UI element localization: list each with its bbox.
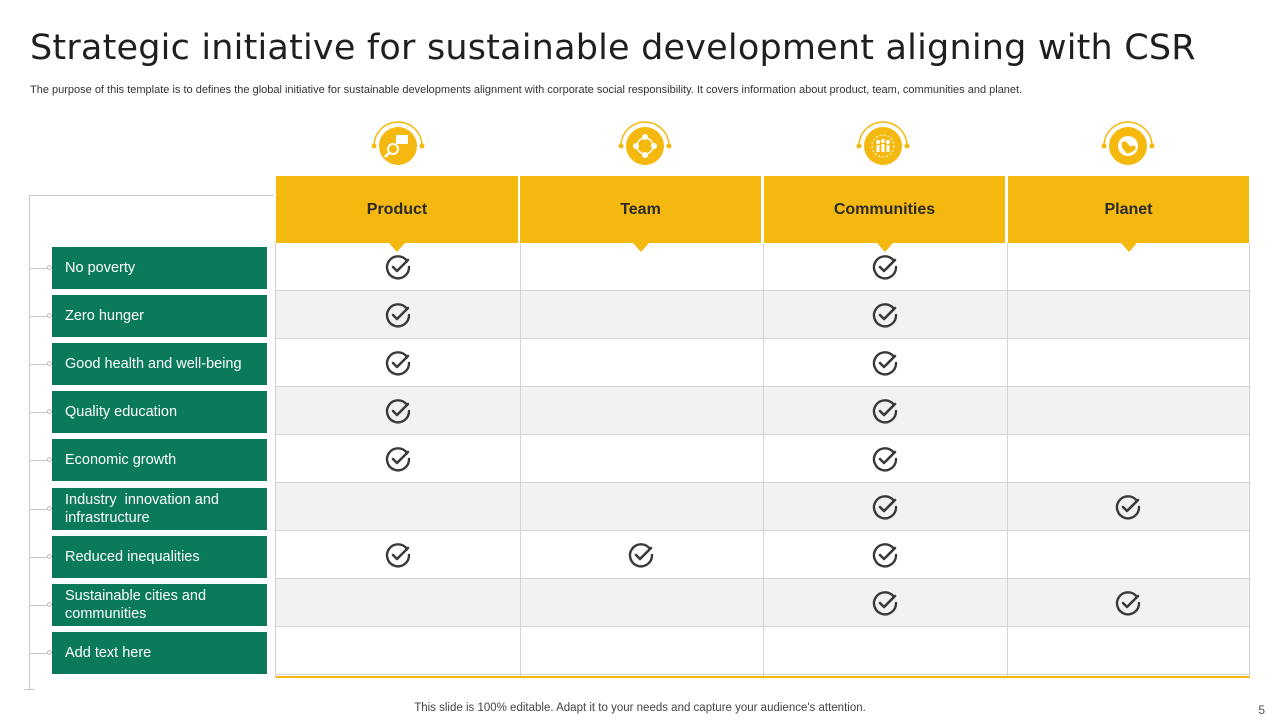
connector-dot bbox=[29, 409, 52, 414]
bracket-end bbox=[24, 689, 35, 690]
check-icon bbox=[385, 303, 410, 328]
check-icon bbox=[385, 543, 410, 568]
header-planet: Planet bbox=[1008, 176, 1249, 252]
globe-icon bbox=[1098, 118, 1158, 170]
header-team: Team bbox=[520, 176, 761, 252]
row-label-text: Sustainable cities and communities bbox=[65, 588, 211, 622]
label-bracket bbox=[29, 195, 274, 689]
page-number: 5 bbox=[1258, 703, 1265, 717]
row-label: Industry innovation and infrastructure bbox=[29, 488, 267, 530]
check-icon bbox=[385, 399, 410, 424]
check-icon bbox=[872, 447, 897, 472]
check-icon bbox=[385, 351, 410, 376]
connector-dot bbox=[29, 457, 52, 462]
row-label: Good health and well-being bbox=[29, 343, 267, 385]
column-divider bbox=[763, 243, 764, 676]
check-icon bbox=[1116, 591, 1141, 616]
check-icon bbox=[629, 543, 654, 568]
row-label-text: Zero hunger bbox=[65, 308, 144, 324]
check-icon bbox=[872, 255, 897, 280]
row-label-text: Industry innovation and infrastructure bbox=[65, 492, 223, 526]
row-label: Add text here bbox=[29, 632, 267, 674]
check-icon bbox=[872, 351, 897, 376]
team-cycle-icon bbox=[615, 118, 675, 170]
page-title: Strategic initiative for sustainable dev… bbox=[30, 28, 1196, 68]
row-label: Sustainable cities and communities bbox=[29, 584, 267, 626]
table-row bbox=[276, 435, 1249, 483]
table-row bbox=[276, 243, 1249, 291]
connector-dot bbox=[29, 602, 52, 607]
connector-dot bbox=[29, 313, 52, 318]
magnifier-box-icon bbox=[368, 118, 428, 170]
row-label-text: Economic growth bbox=[65, 452, 177, 468]
footer-note: This slide is 100% editable. Adapt it to… bbox=[414, 702, 866, 714]
row-label-text: No poverty bbox=[65, 260, 136, 276]
table-row bbox=[276, 291, 1249, 339]
row-label-text: Add text here bbox=[65, 645, 152, 661]
check-icon bbox=[872, 495, 897, 520]
connector-dot bbox=[29, 506, 52, 511]
table-row bbox=[276, 627, 1249, 675]
check-icon bbox=[385, 255, 410, 280]
connector-dot bbox=[29, 361, 52, 366]
row-label-text: Quality education bbox=[65, 404, 178, 420]
check-icon bbox=[872, 543, 897, 568]
check-icon bbox=[872, 399, 897, 424]
row-label: Economic growth bbox=[29, 439, 267, 481]
check-icon bbox=[872, 591, 897, 616]
people-group-icon bbox=[853, 118, 913, 170]
table-row bbox=[276, 387, 1249, 435]
connector-dot bbox=[29, 554, 52, 559]
initiative-grid bbox=[275, 243, 1250, 678]
row-label: Reduced inequalities bbox=[29, 536, 267, 578]
row-label-text: Reduced inequalities bbox=[65, 549, 200, 565]
table-row bbox=[276, 531, 1249, 579]
table-row bbox=[276, 339, 1249, 387]
row-label: Quality education bbox=[29, 391, 267, 433]
header-communities: Communities bbox=[764, 176, 1005, 252]
connector-dot bbox=[29, 650, 52, 655]
table-row bbox=[276, 579, 1249, 627]
column-divider bbox=[1006, 243, 1008, 676]
column-divider bbox=[519, 243, 521, 676]
row-label: No poverty bbox=[29, 247, 267, 289]
check-icon bbox=[872, 303, 897, 328]
row-label: Zero hunger bbox=[29, 295, 267, 337]
row-label-text: Good health and well-being bbox=[65, 356, 242, 372]
check-icon bbox=[385, 447, 410, 472]
table-row bbox=[276, 483, 1249, 531]
connector-dot bbox=[29, 265, 52, 270]
check-icon bbox=[1116, 495, 1141, 520]
header-product: Product bbox=[276, 176, 518, 252]
page-subtitle: The purpose of this template is to defin… bbox=[30, 84, 1023, 96]
